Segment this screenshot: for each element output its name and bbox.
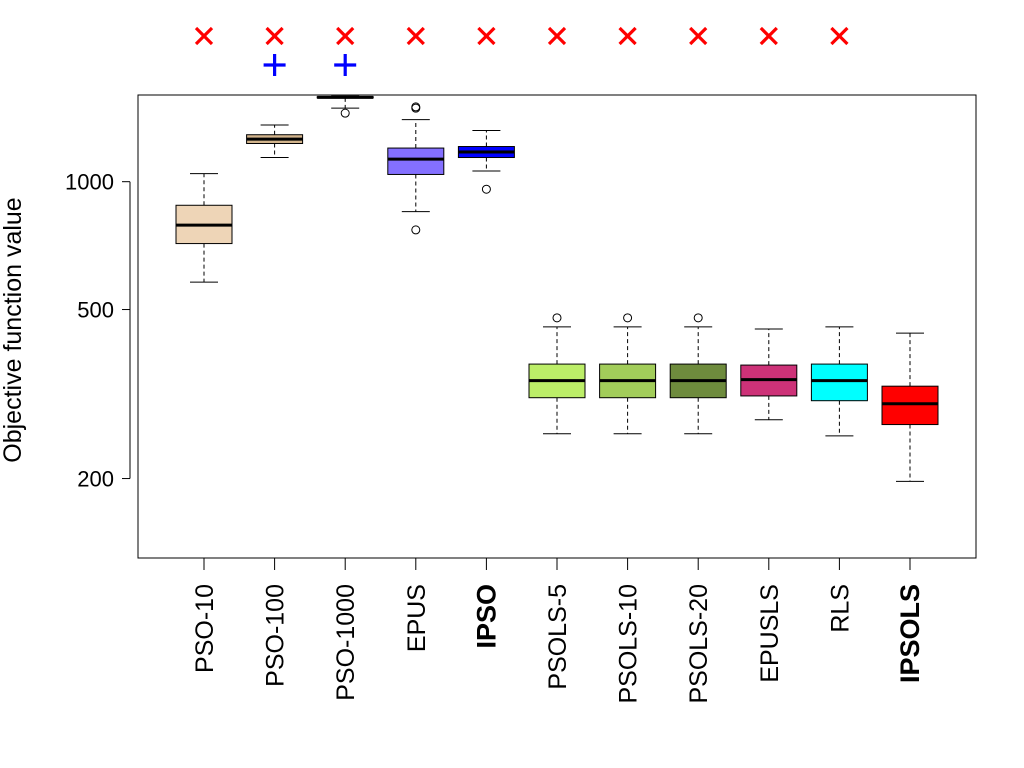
- x-tick-label: EPUSLS: [756, 584, 784, 683]
- box-iqr: [810, 363, 868, 402]
- outlier-point: [623, 313, 633, 323]
- cross-stroke: [618, 26, 637, 46]
- cross-marker: [689, 26, 708, 46]
- outlier-point: [411, 225, 421, 235]
- plus-marker: [334, 54, 357, 76]
- outlier-point: [552, 313, 562, 323]
- box-pso-100: [246, 124, 304, 159]
- x-tick-label: PSO-100: [262, 584, 290, 687]
- cross-stroke: [547, 26, 567, 46]
- box-iqr: [881, 385, 939, 426]
- cross-marker: [194, 26, 214, 46]
- cross-stroke: [265, 26, 284, 46]
- x-tick-label: PSOLS-20: [685, 584, 713, 704]
- y-axis: 200 500 1000: [65, 170, 131, 492]
- box-rls: [810, 326, 868, 437]
- cross-marker: [618, 26, 637, 46]
- boxes-layer: [175, 95, 939, 482]
- cross-marker: [477, 26, 496, 46]
- x-tick-label: PSO-10: [191, 584, 219, 673]
- y-axis-label: Objective function value: [0, 197, 27, 462]
- box-iqr: [387, 147, 445, 175]
- cross-stroke: [477, 26, 496, 46]
- y-tick-label: 200: [77, 467, 114, 492]
- cross-stroke: [194, 26, 214, 46]
- outlier-point: [693, 313, 703, 323]
- box-psols-10: [599, 313, 657, 435]
- outlier-point: [340, 108, 350, 118]
- x-axis: PSO-10 PSO-100 PSO-1000 EPUS IPSO PSOLS-5 PSOL…: [191, 558, 925, 704]
- box-psols-20: [669, 313, 727, 435]
- x-tick-label: PSOLS-5: [544, 584, 572, 690]
- outlier-point: [481, 184, 491, 194]
- plus-marker: [263, 54, 286, 76]
- x-tick-label: PSOLS-10: [615, 584, 643, 704]
- cross-stroke: [406, 26, 425, 46]
- x-tick-label: PSO-1000: [332, 584, 360, 701]
- cross-stroke: [689, 26, 708, 46]
- cross-marker: [547, 26, 567, 46]
- cross-marker: [406, 26, 425, 46]
- box-pso-10: [175, 173, 233, 283]
- y-tick-label: 500: [77, 298, 114, 323]
- cross-marker: [759, 26, 778, 46]
- x-tick-label: IPSO: [471, 584, 501, 649]
- markers-layer: [194, 26, 849, 76]
- outlier-point: [411, 102, 421, 112]
- cross-stroke: [759, 26, 778, 46]
- box-epusls: [740, 328, 798, 421]
- cross-stroke: [336, 26, 355, 46]
- box-epus: [387, 102, 445, 235]
- cross-marker: [830, 26, 849, 46]
- box-pso-1000: [316, 95, 374, 118]
- box-ipso: [457, 129, 515, 194]
- x-tick-label: IPSOLS: [895, 584, 925, 683]
- x-tick-label: RLS: [826, 584, 854, 633]
- cross-marker: [336, 26, 355, 46]
- y-tick-label: 1000: [65, 170, 114, 195]
- box-ipsols: [881, 332, 939, 482]
- cross-marker: [265, 26, 284, 46]
- cross-stroke: [830, 26, 849, 46]
- x-tick-label: EPUS: [403, 584, 431, 652]
- box-psols-5: [528, 313, 586, 435]
